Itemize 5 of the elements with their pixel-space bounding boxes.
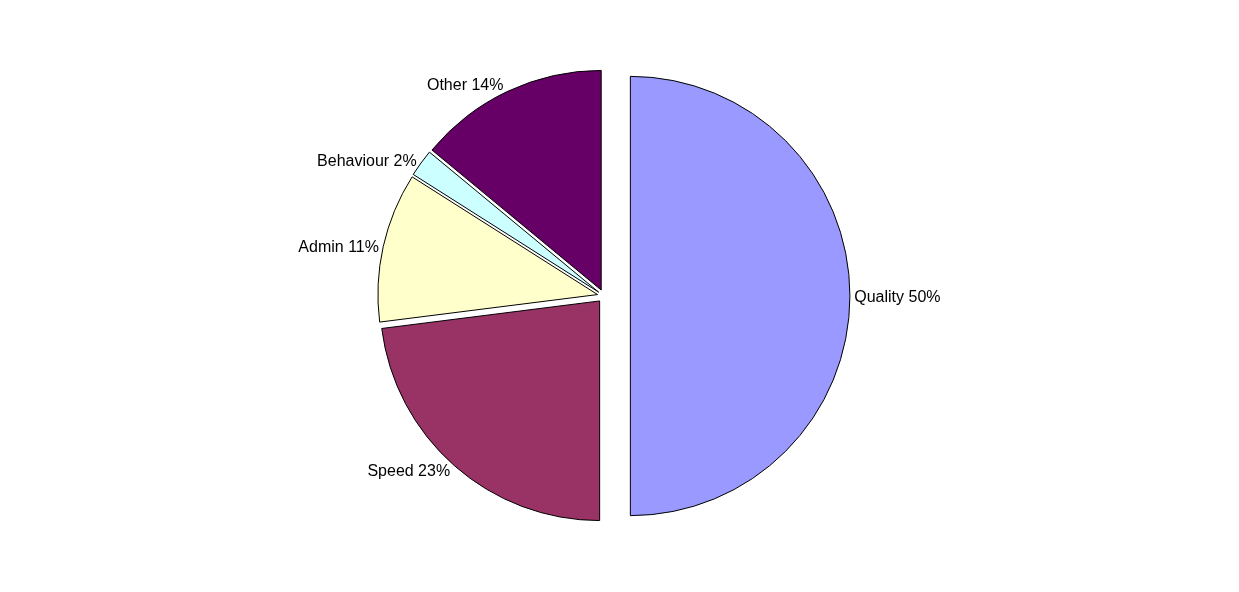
slice-label: Behaviour 2% xyxy=(317,151,417,169)
slice-label: Speed 23% xyxy=(367,461,451,479)
slice-label: Admin 11% xyxy=(298,237,379,255)
slice-label: Quality 50% xyxy=(854,287,941,305)
slice-label: Other 14% xyxy=(426,75,504,93)
